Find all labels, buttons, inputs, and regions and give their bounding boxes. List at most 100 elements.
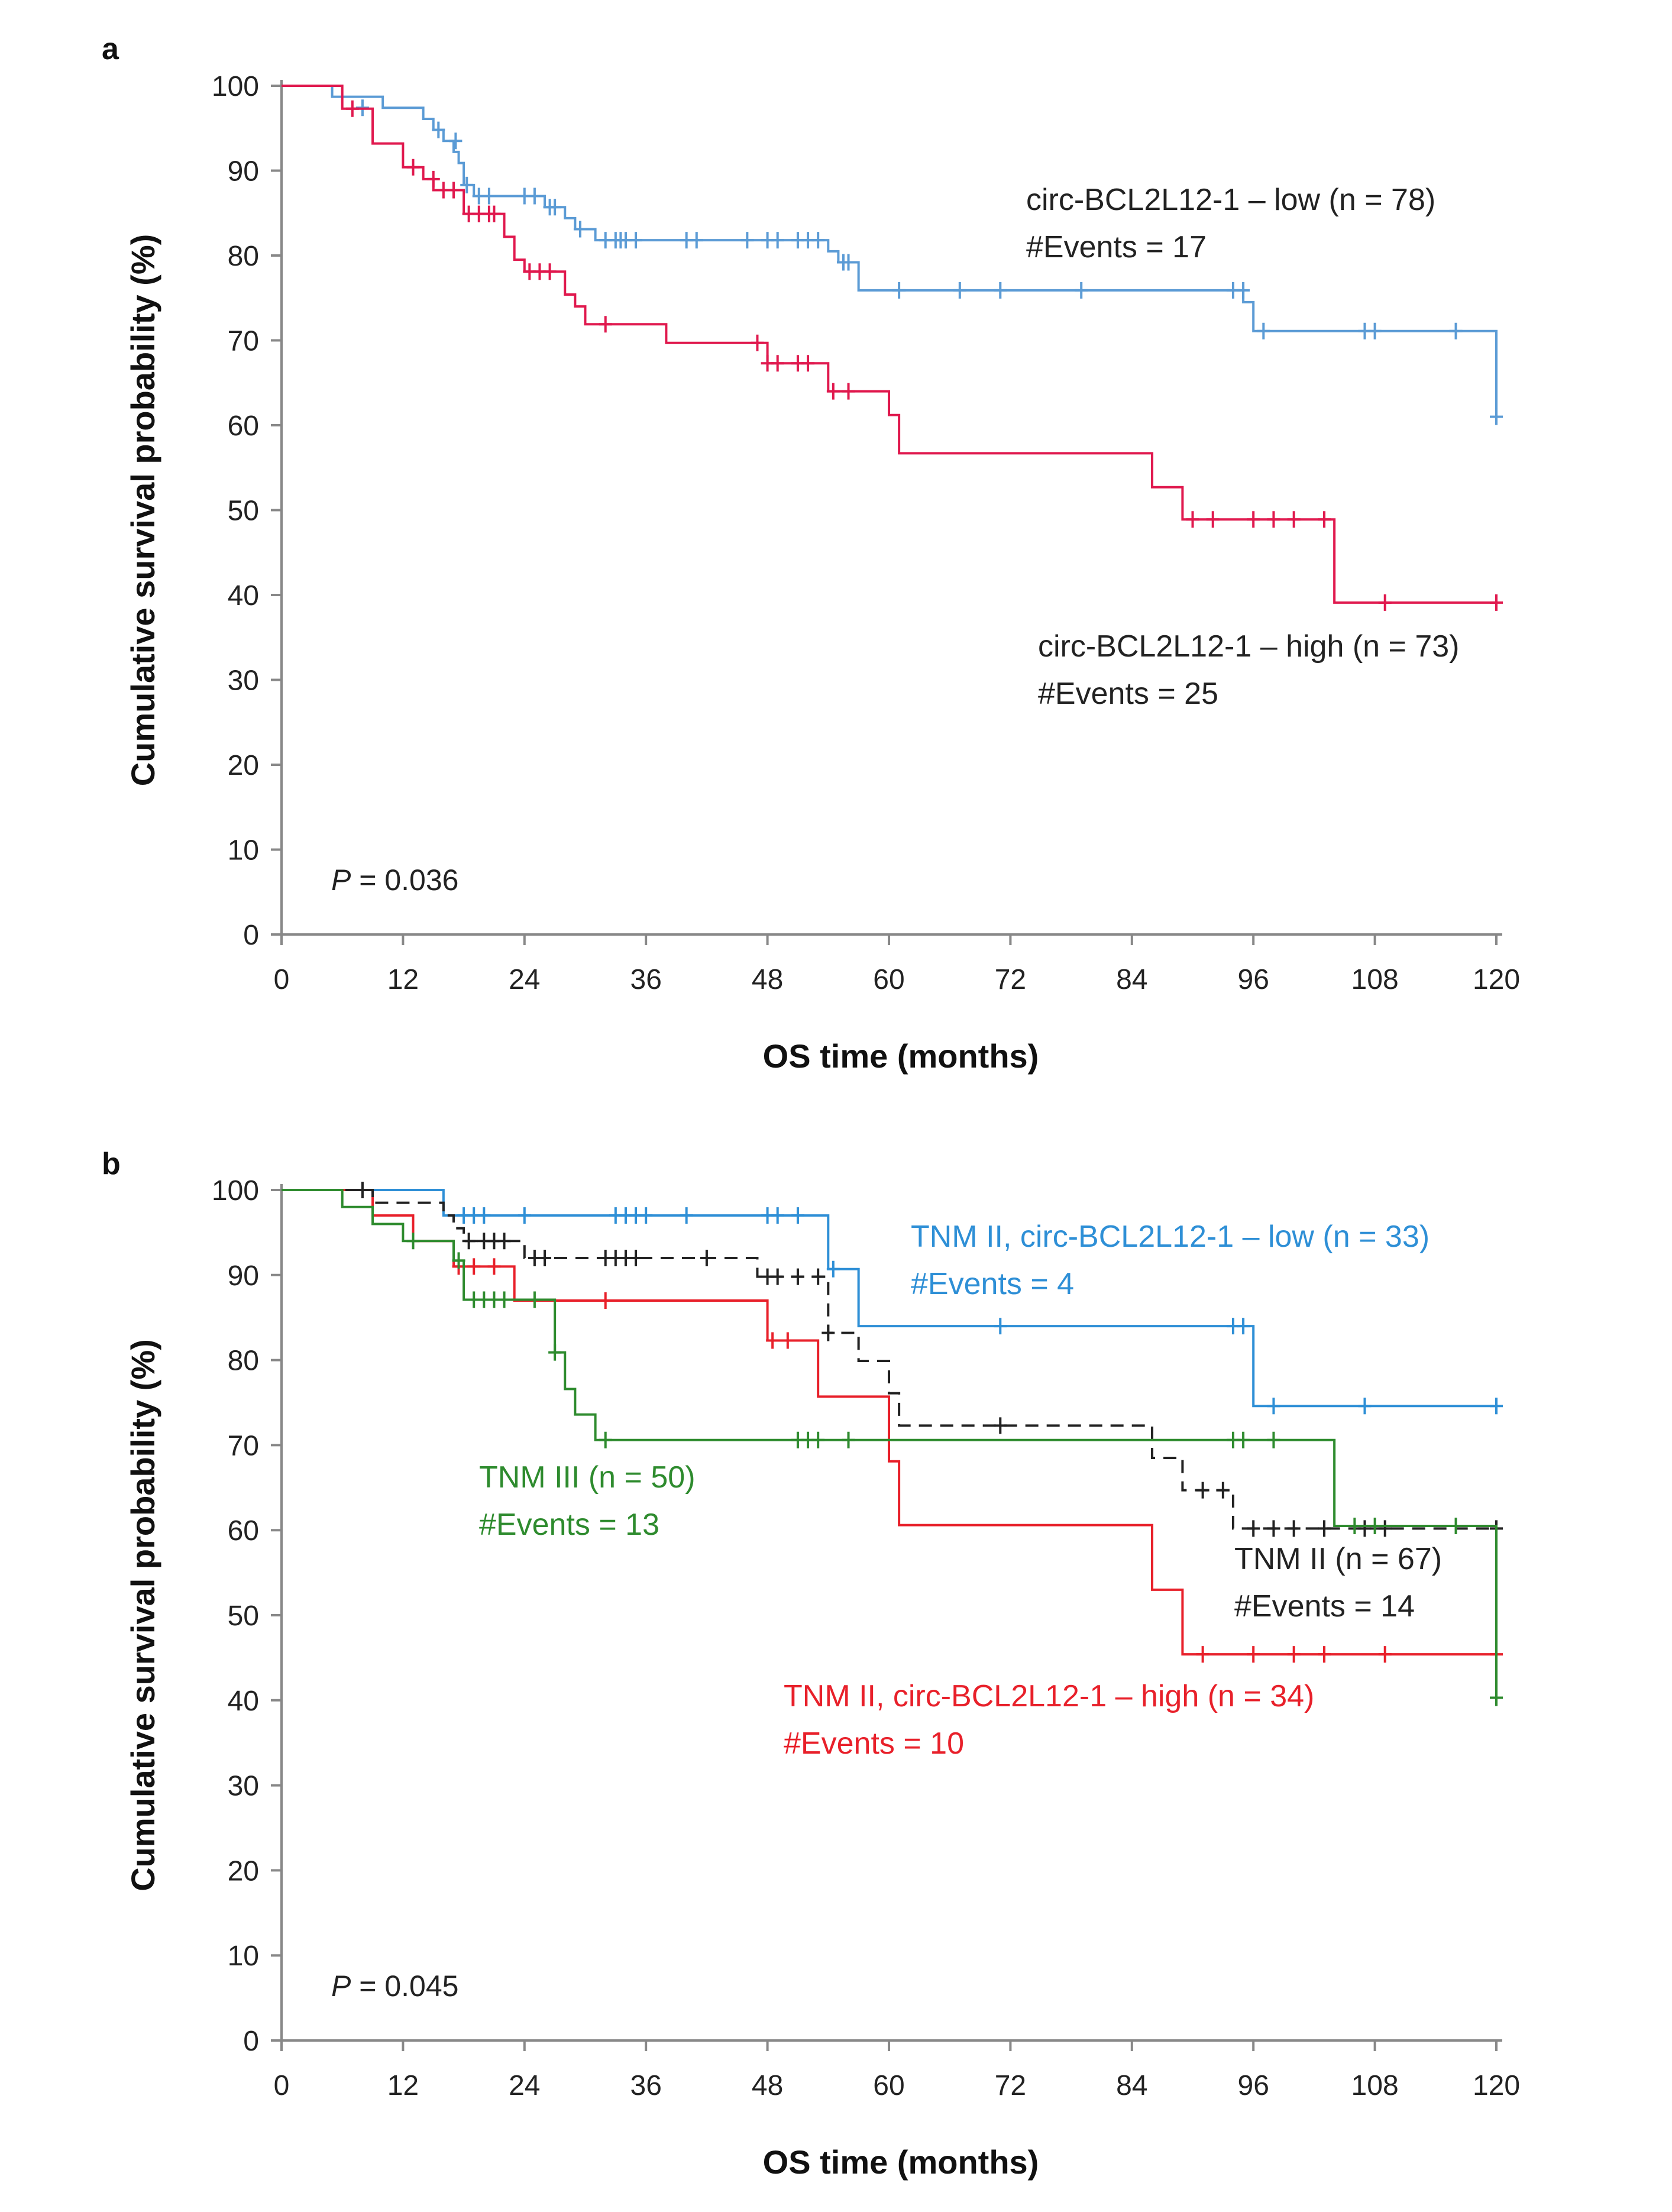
panel-b-p-number: = 0.045 [351, 1970, 458, 2003]
panel-b-series-1-censor-mark [1318, 1646, 1331, 1663]
panel-a-y-tick-label: 0 [243, 920, 259, 951]
panel-a-series-1-censor-mark [751, 334, 764, 351]
panel-a-x-tick-label: 84 [1116, 964, 1147, 995]
panel-b-series-1-events: #Events = 10 [784, 1726, 964, 1761]
panel-b-series-0-censor-mark [1267, 1398, 1280, 1415]
panel-b-series-3-censor-mark [1237, 1431, 1250, 1448]
panel-b-series-2-censor-mark [497, 1233, 511, 1250]
panel-b-y-tick-label: 100 [212, 1175, 259, 1207]
panel-a-series-0-censor-mark [953, 282, 966, 299]
panel-a-series-0-censor-mark [690, 232, 703, 249]
panel-b-p-symbol: P [331, 1970, 351, 2003]
panel-b-y-tick-label: 20 [228, 1855, 259, 1887]
panel-a-x-tick-label: 12 [387, 964, 419, 995]
panel-a-y-tick-label: 90 [228, 156, 259, 187]
panel-a-series-0-censor-mark [1490, 408, 1503, 425]
panel-a-x-tick-label: 96 [1238, 964, 1269, 995]
panel-b-series-2-censor-mark [1318, 1520, 1331, 1537]
panel-b-series-2-censor-mark [1247, 1520, 1260, 1537]
panel-b-p-value: P = 0.045 [331, 1970, 458, 2003]
panel-b-series-0-censor-mark [680, 1207, 693, 1224]
panel-b-series-3-censor-mark [811, 1431, 825, 1448]
panel-a-series-1-censor-mark [1318, 511, 1331, 528]
panel-b-series-3-censor-mark [406, 1233, 420, 1250]
panel-b-series-3-censor-mark [1490, 1689, 1503, 1706]
panel-b-series-2-censor-mark [629, 1250, 643, 1267]
panel-a-series-1-censor-mark [1206, 511, 1220, 528]
panel-b-series-2-censor-mark [822, 1324, 835, 1341]
panel-a-series-0-censor-mark [771, 232, 784, 249]
panel-b-series-3-line [282, 1189, 1498, 1698]
panel-a-series-0-censor-mark [528, 187, 541, 205]
panel-b-series-1-censor-mark [487, 1258, 501, 1275]
panel-b-x-tick-label: 84 [1116, 2070, 1147, 2101]
panel-b-series-2-censor-mark [791, 1268, 804, 1285]
panel-b-series-2-censor-mark [700, 1250, 713, 1267]
panel-a-x-tick-label: 36 [630, 964, 662, 995]
panel-b-series-0-censor-mark [1358, 1398, 1372, 1415]
panel-b-series-2-censor-mark [1216, 1482, 1230, 1499]
panel-b-y-axis-title: Cumulative survival probability (%) [124, 1339, 161, 1891]
panel-b-series-1-censor-mark [766, 1332, 780, 1349]
panel-a-x-axis-title: OS time (months) [763, 1037, 1039, 1075]
panel-a-series-1-censor-mark [599, 316, 612, 333]
panel-b-series-3-censor-mark [1348, 1518, 1361, 1535]
panel-a-series-0-censor-mark [994, 282, 1007, 299]
panel-a-p-value: P = 0.036 [331, 864, 458, 897]
panel-a-x-tick-label: 24 [509, 964, 540, 995]
panel-b-series-3-censor-mark [497, 1291, 511, 1308]
panel-b-series-2-censor-mark [994, 1417, 1007, 1434]
panel-b-y-tick-label: 60 [228, 1515, 259, 1547]
panel-b-series-0-censor-mark [477, 1207, 491, 1224]
panel-b-series-1-censor-mark [599, 1292, 612, 1309]
panel-b-x-tick-label: 36 [630, 2070, 662, 2101]
panel-a-series-0-censor-mark [811, 232, 825, 249]
panel-b-series-3-censor-mark [1368, 1518, 1382, 1535]
panel-a-series-1-censor-mark [426, 170, 440, 187]
panel-b-series-2-censor-mark [1287, 1520, 1301, 1537]
panel-a-x-tick-label: 60 [873, 964, 904, 995]
panel-a-series-1-censor-mark [447, 182, 460, 199]
panel-b-y-tick-label: 40 [228, 1686, 259, 1717]
panel-a-y-tick-label: 10 [228, 835, 259, 866]
panel-a-series-0-censor-mark [573, 221, 587, 238]
panel-a-series-1-censor-mark [345, 100, 359, 117]
panel-a-y-tick-label: 60 [228, 410, 259, 442]
panel-b-series-0-censor-mark [639, 1207, 653, 1224]
panel-a-series-1-events: #Events = 25 [1038, 677, 1218, 711]
panel-b-series-2-label: TNM II (n = 67) [1234, 1542, 1442, 1576]
panel-a-series-0-censor-mark [449, 132, 463, 150]
panel-b-x-tick-label: 108 [1351, 2070, 1399, 2101]
panel-a-series-1-label: circ-BCL2L12-1 – high (n = 73) [1038, 629, 1460, 664]
panel-b-series-2-censor-mark [1378, 1520, 1392, 1537]
panel-a-series-0-censor-mark [1237, 282, 1250, 299]
panel-a-series-1-censor-mark [543, 263, 557, 280]
panel-b-x-tick-label: 0 [274, 2070, 290, 2101]
panel-b-series-0-events: #Events = 4 [911, 1267, 1074, 1301]
panel-a-series-1-censor-mark [1287, 511, 1301, 528]
panel-b-series-3-censor-mark [599, 1431, 612, 1448]
panel-a-series-0-censor-mark [548, 199, 562, 216]
panel-b-series-3-censor-mark [528, 1291, 541, 1308]
panel-b-x-tick-label: 48 [752, 2070, 783, 2101]
panel-b-x-tick-label: 96 [1238, 2070, 1269, 2101]
panel-b-x-axis-title: OS time (months) [763, 2143, 1039, 2181]
panel-b-series-1-censor-mark [1196, 1646, 1209, 1663]
panel-a-y-tick-label: 50 [228, 496, 259, 527]
panel-b-y-tick-label: 80 [228, 1346, 259, 1377]
panel-b-series-3-censor-mark [1449, 1518, 1463, 1535]
panel-b-series-0-censor-mark [771, 1207, 784, 1224]
panel-b-series-3-censor-mark [1267, 1431, 1280, 1448]
panel-a-x-tick-label: 108 [1351, 964, 1399, 995]
panel-b-series-0-censor-mark [826, 1260, 840, 1278]
panel-a-series-0-censor-mark [842, 254, 855, 271]
panel-a-series-0-censor-mark [1368, 322, 1382, 339]
panel-b-y-tick-label: 0 [243, 2026, 259, 2057]
panel-b-series-2-censor-mark [1196, 1482, 1209, 1499]
panel-b-series-3-events: #Events = 13 [479, 1508, 659, 1542]
panel-a-series-0-censor-mark [892, 282, 906, 299]
panel-b-y-tick-label: 70 [228, 1430, 259, 1461]
panel-a-chart: a 0 10 20 30 40 50 60 70 80 90 100 0 12 24 36 48 60 72 84… [102, 32, 1520, 1075]
panel-a-label: a [102, 32, 119, 66]
